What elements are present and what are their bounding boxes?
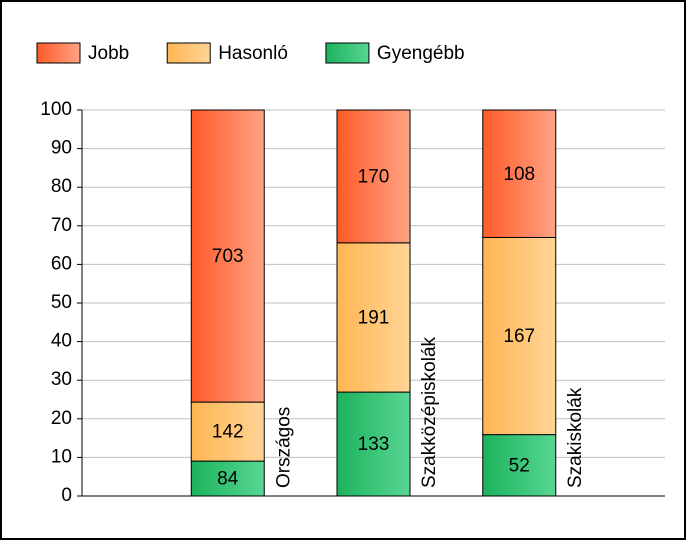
data-label: 84	[217, 469, 239, 490]
y-tick-label: 10	[51, 446, 72, 467]
bar-segment	[482, 109, 557, 238]
y-tick-label: 30	[51, 369, 72, 390]
data-label: 142	[212, 422, 244, 443]
y-tick-label: 20	[51, 408, 72, 429]
data-label: 191	[358, 307, 390, 328]
legend-label: Gyengébb	[377, 43, 465, 64]
data-label: 133	[358, 434, 390, 455]
y-tick-label: 100	[40, 99, 72, 120]
bar-segment	[482, 236, 557, 436]
data-label: 52	[509, 455, 530, 476]
x-tick-label: Szakiskolák	[565, 387, 586, 488]
legend-swatch	[166, 42, 211, 64]
legend-label: Jobb	[88, 43, 129, 64]
legend-swatch	[36, 42, 81, 64]
y-tick-label: 0	[61, 485, 72, 506]
y-tick-label: 70	[51, 215, 72, 236]
data-label: 108	[503, 164, 535, 185]
y-tick-label: 60	[51, 253, 72, 274]
bar-segment	[336, 391, 411, 497]
bar-segment	[190, 460, 265, 497]
legend-label: Hasonló	[218, 43, 288, 64]
data-label: 167	[503, 326, 535, 347]
y-tick-label: 80	[51, 176, 72, 197]
legend-swatch	[325, 42, 370, 64]
x-tick-label: Országos	[273, 407, 294, 488]
bar-segment	[190, 109, 265, 403]
x-tick-label: Szakközépiskolák	[419, 336, 440, 488]
y-tick-label: 90	[51, 138, 72, 159]
bar-segment	[482, 434, 557, 497]
bar-segment	[336, 242, 411, 393]
bar-segment	[336, 109, 411, 244]
y-tick-label: 50	[51, 292, 72, 313]
data-label: 170	[358, 166, 390, 187]
bar-segment	[190, 401, 265, 462]
data-label: 703	[212, 246, 244, 267]
y-tick-label: 40	[51, 331, 72, 352]
